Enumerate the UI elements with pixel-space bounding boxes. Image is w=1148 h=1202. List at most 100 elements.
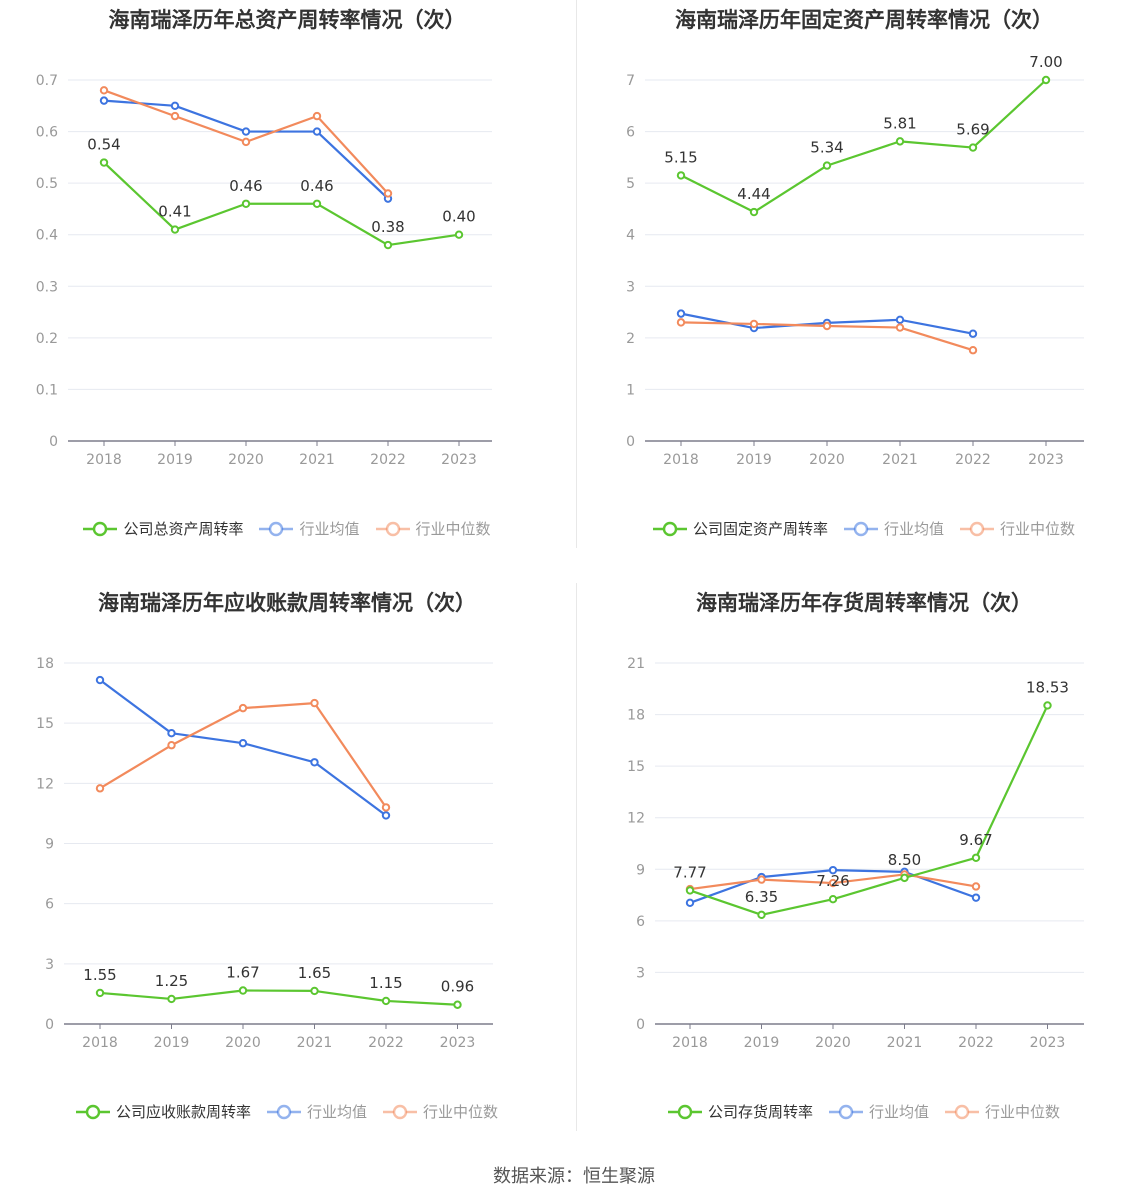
chart-plot: 0 0.1 0.2 0.3 0.4 0.5 0.6 0.7 2018 2019 2020 2021 20… (36, 73, 492, 468)
data-point (676, 309, 686, 318)
data-point (381, 803, 391, 812)
legend-label: 公司总资产周转率 (123, 520, 244, 538)
legend-item[interactable]: 行业中位数 (960, 518, 1075, 539)
legend-label: 行业均值 (883, 520, 944, 538)
chart-panel-total-asset-turnover: 海南瑞泽历年总资产周转率情况（次） 0 0.1 0.2 0.3 0.4 0.5 0.6 0.7… (0, 0, 574, 582)
legend-item[interactable]: 行业均值 (266, 1101, 367, 1122)
data-label: 1.65 (298, 964, 331, 982)
data-label: 0.46 (229, 177, 262, 195)
y-tick-label: 0 (45, 1017, 54, 1033)
y-tick-label: 0.6 (36, 125, 58, 141)
data-point (900, 873, 909, 883)
data-point (749, 207, 759, 217)
x-tick-label: 2023 (1028, 452, 1064, 468)
y-tick-label: 21 (627, 656, 645, 672)
series-line (99, 989, 458, 1006)
y-tick-label: 9 (636, 862, 645, 878)
chart-title: 海南瑞泽历年固定资产周转率情况（次） (675, 8, 1053, 32)
data-point (312, 111, 322, 121)
legend-marker-icon (960, 521, 994, 536)
legend-item[interactable]: 行业均值 (843, 518, 944, 539)
y-tick-label: 0 (49, 434, 58, 450)
data-point (167, 728, 176, 738)
data-point (99, 96, 109, 105)
data-label: 0.41 (158, 203, 191, 221)
series-line (680, 79, 1047, 214)
x-tick-label: 2023 (441, 452, 477, 468)
x-tick-label: 2020 (815, 1035, 851, 1051)
legend-label: 公司存货周转率 (707, 1103, 813, 1121)
legend-item[interactable]: 公司固定资产周转率 (652, 518, 828, 539)
data-label: 0.38 (371, 218, 404, 236)
legend-item[interactable]: 行业均值 (828, 1101, 929, 1122)
data-label: 7.00 (1029, 53, 1062, 71)
series-line (689, 704, 1049, 916)
y-tick-label: 1 (626, 382, 635, 398)
x-tick-label: 2018 (663, 452, 699, 468)
data-point (167, 741, 176, 750)
data-label: 0.96 (441, 978, 474, 996)
chart-plot: 0 1 2 3 4 5 6 7 2018 2019 2020 2021 2022 2023 5.15 4.44… (626, 53, 1084, 468)
x-tick-label: 2019 (736, 452, 772, 468)
data-point (312, 127, 322, 136)
chart-plot: 0 3 6 9 12 15 18 21 2018 2019 2020 2021 2022 2023 7.77… (627, 656, 1084, 1051)
y-tick-label: 6 (626, 125, 635, 141)
legend-item[interactable]: 公司总资产周转率 (83, 518, 243, 539)
legend-label: 行业中位数 (423, 1103, 499, 1121)
y-tick-label: 15 (36, 716, 54, 732)
legend-marker-icon (945, 1104, 979, 1119)
y-tick-label: 3 (45, 957, 54, 973)
legend-marker-icon (652, 521, 687, 536)
legend-item[interactable]: 行业中位数 (383, 1101, 498, 1122)
legend-item[interactable]: 行业均值 (259, 518, 360, 539)
y-tick-label: 6 (636, 914, 645, 930)
data-point (170, 111, 180, 121)
x-tick-label: 2022 (368, 1035, 404, 1051)
legend-label: 行业中位数 (985, 1103, 1061, 1121)
panel-divider (576, 0, 577, 548)
chart-legend: 公司固定资产周转率 行业均值 行业中位数 (577, 518, 1148, 539)
data-point (1043, 701, 1052, 710)
data-point (968, 329, 978, 338)
y-tick-label: 0.1 (36, 382, 58, 398)
chart-legend: 公司存货周转率 行业均值 行业中位数 (577, 1101, 1148, 1122)
x-tick-label: 2021 (887, 1035, 923, 1051)
legend-label: 公司应收账款周转率 (115, 1103, 251, 1121)
data-point (99, 86, 109, 95)
data-point (676, 318, 686, 327)
data-point (1041, 75, 1051, 85)
x-tick-label: 2022 (955, 452, 991, 468)
data-point (685, 898, 695, 908)
data-point (968, 143, 978, 152)
data-point (241, 127, 251, 136)
x-tick-label: 2018 (86, 452, 122, 468)
legend-marker-icon (667, 1104, 702, 1119)
data-point (685, 886, 695, 895)
data-label: 6.35 (745, 888, 778, 906)
data-point (381, 996, 391, 1006)
data-point (757, 875, 766, 884)
y-tick-label: 3 (626, 279, 635, 295)
series-line (99, 679, 387, 817)
data-label: 5.34 (810, 139, 843, 157)
legend-item[interactable]: 公司存货周转率 (667, 1101, 813, 1122)
data-label: 5.81 (883, 114, 916, 132)
data-label: 0.40 (442, 208, 475, 226)
y-tick-label: 9 (45, 837, 54, 853)
y-tick-label: 18 (627, 708, 645, 724)
legend-label: 行业中位数 (1000, 520, 1076, 538)
data-point (238, 739, 248, 748)
y-tick-label: 15 (627, 759, 645, 775)
data-point (828, 878, 838, 888)
data-point (170, 101, 180, 110)
data-label: 8.50 (888, 851, 921, 869)
legend-item[interactable]: 公司应收账款周转率 (75, 1101, 251, 1122)
legend-item[interactable]: 行业中位数 (945, 1101, 1060, 1122)
data-point (895, 315, 905, 325)
chart-title: 海南瑞泽历年应收账款周转率情况（次） (98, 591, 476, 615)
y-tick-label: 0.5 (36, 176, 58, 192)
data-label: 7.77 (673, 863, 706, 881)
legend-label: 行业均值 (868, 1103, 929, 1121)
legend-item[interactable]: 行业中位数 (375, 518, 491, 539)
legend-marker-icon (828, 1104, 863, 1119)
